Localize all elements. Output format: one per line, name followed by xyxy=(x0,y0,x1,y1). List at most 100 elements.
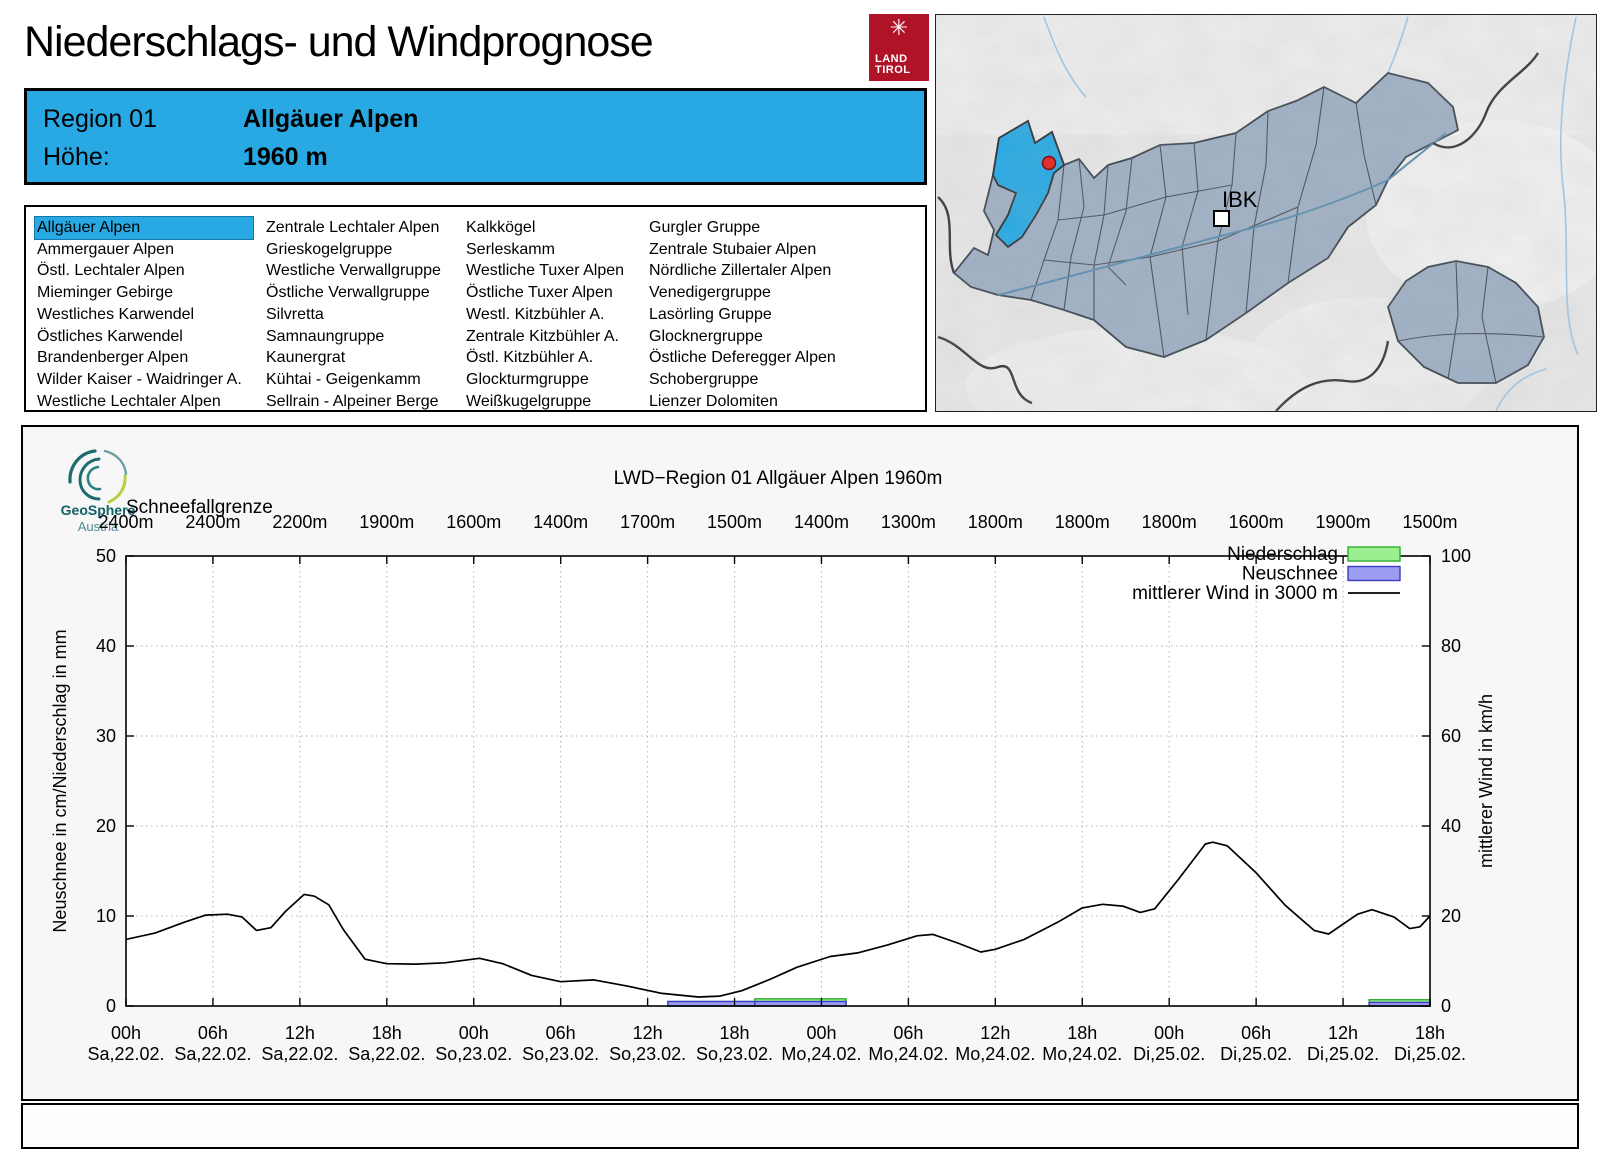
snowline-value: 1800m xyxy=(968,512,1023,532)
x-tick-date: Di,25.02. xyxy=(1133,1044,1205,1064)
region-list-item[interactable]: Gurgler Gruppe xyxy=(649,219,761,236)
region-list-item[interactable]: Ammergauer Alpen xyxy=(37,240,174,258)
region-list-item[interactable]: Westliche Verwallgruppe xyxy=(266,262,441,280)
y-tick-right: 20 xyxy=(1441,906,1461,926)
region-list-column: Kalkkögel Serleskamm Westliche Tuxer Alpen… xyxy=(464,217,626,412)
region-list-item[interactable]: Brandenberger Alpen xyxy=(37,349,189,367)
x-tick-date: Di,25.02. xyxy=(1220,1044,1292,1064)
snowline-value: 1900m xyxy=(1316,512,1371,532)
x-tick-date: So,23.02. xyxy=(435,1044,512,1064)
x-tick-date: Sa,22.02. xyxy=(348,1044,425,1064)
x-tick-hour: 00h xyxy=(111,1023,141,1043)
x-tick-hour: 12h xyxy=(1328,1023,1358,1043)
land-tirol-logo: ✳ LAND TIROL xyxy=(869,14,929,81)
region-list-item[interactable]: Zentrale Kitzbühler A. xyxy=(466,327,619,345)
region-list-item[interactable]: Glockturmgruppe xyxy=(466,370,589,388)
y-tick-right: 0 xyxy=(1441,996,1451,1016)
x-tick-hour: 18h xyxy=(1067,1023,1097,1043)
x-tick-date: Di,25.02. xyxy=(1394,1044,1466,1064)
region-list-item-selected[interactable]: Allgäuer Alpen xyxy=(34,216,254,240)
snowline-label: Schneefallgrenze xyxy=(126,497,273,518)
x-tick-date: Sa,22.02. xyxy=(87,1044,164,1064)
x-tick-hour: 06h xyxy=(893,1023,923,1043)
y-tick-right: 80 xyxy=(1441,636,1461,656)
legend-label: mittlerer Wind in 3000 m xyxy=(1132,583,1338,604)
region-list-item[interactable]: Westliches Karwendel xyxy=(37,305,195,323)
snowline-value: 1500m xyxy=(1402,512,1457,532)
region-list-item[interactable]: Lasörling Gruppe xyxy=(649,305,772,323)
legend-swatch-niederschlag xyxy=(1347,546,1401,562)
region-list-item[interactable]: Serleskamm xyxy=(466,240,555,258)
region-list-item[interactable]: Östl. Kitzbühler A. xyxy=(466,349,594,367)
footer-box xyxy=(21,1103,1579,1149)
region-list-item[interactable]: Kalkkögel xyxy=(466,219,536,236)
region-list-item[interactable]: Mieminger Gebirge xyxy=(37,284,174,302)
region-list-item[interactable]: Zentrale Stubaier Alpen xyxy=(649,240,817,258)
region-list-item[interactable]: Westl. Kitzbühler A. xyxy=(466,305,605,323)
region-list-item[interactable]: Östliches Karwendel xyxy=(37,327,183,345)
plot-border xyxy=(125,555,1431,1007)
region-list-item[interactable]: Westliche Tuxer Alpen xyxy=(466,262,625,280)
snowline-value: 1500m xyxy=(707,512,762,532)
snowline-value: 2400m xyxy=(98,512,153,532)
x-tick-date: So,23.02. xyxy=(609,1044,686,1064)
ibk-city-label: IBK xyxy=(1222,187,1258,212)
geosphere-sub-text: Austria xyxy=(78,519,119,534)
region-number-label: Region 01 xyxy=(43,105,157,133)
x-tick-hour: 12h xyxy=(285,1023,315,1043)
region-list-item[interactable]: Westliche Lechtaler Alpen xyxy=(37,392,221,410)
tirol-overview-map[interactable]: IBK xyxy=(935,14,1597,412)
forecast-chart-panel: GeoSphere Austria 2400m 00h Sa,22.02. 2400m… xyxy=(21,425,1579,1101)
x-tick-date: Sa,22.02. xyxy=(261,1044,338,1064)
y-axis-label-left: Neuschnee in cm/Niederschlag in mm xyxy=(50,629,70,932)
region-list-item[interactable]: Weißkugelgruppe xyxy=(466,392,592,410)
x-tick-date: So,23.02. xyxy=(522,1044,599,1064)
snowline-value: 1300m xyxy=(881,512,936,532)
snowline-value: 1900m xyxy=(359,512,414,532)
selected-region-marker xyxy=(1041,155,1057,171)
region-list-item[interactable]: Östliche Deferegger Alpen xyxy=(649,349,836,367)
land-tirol-logo-text: LAND TIROL xyxy=(875,54,911,76)
region-list-item[interactable]: Zentrale Lechtaler Alpen xyxy=(266,219,440,236)
snowline-value: 1800m xyxy=(1142,512,1197,532)
region-list-column: Gurgler Gruppe Zentrale Stubaier Alpen Nör… xyxy=(647,217,838,412)
region-list-item[interactable]: Kühtai - Geigenkamm xyxy=(266,370,421,388)
y-tick-left: 20 xyxy=(96,816,116,836)
y-tick-right: 40 xyxy=(1441,816,1461,836)
region-list-item[interactable]: Grieskogelgruppe xyxy=(266,240,393,258)
y-tick-left: 50 xyxy=(96,546,116,566)
logo-line1: LAND xyxy=(875,53,908,65)
region-list-item[interactable]: Östliche Tuxer Alpen xyxy=(466,284,613,302)
y-tick-right: 100 xyxy=(1441,546,1471,566)
region-list: Allgäuer Alpen Ammergauer Alpen Östl. Lech… xyxy=(24,205,927,412)
snowline-value: 1400m xyxy=(533,512,588,532)
region-list-item[interactable]: Östliche Verwallgruppe xyxy=(266,284,430,302)
x-tick-hour: 00h xyxy=(806,1023,836,1043)
legend-label: Niederschlag xyxy=(1227,544,1338,565)
region-list-item[interactable]: Lienzer Dolomiten xyxy=(649,392,778,410)
geosphere-logo: GeoSphere Austria xyxy=(61,449,136,534)
region-list-item[interactable]: Glocknergruppe xyxy=(649,327,763,345)
y-tick-left: 40 xyxy=(96,636,116,656)
region-list-item[interactable]: Samnaungruppe xyxy=(266,327,385,345)
x-tick-date: Sa,22.02. xyxy=(174,1044,251,1064)
snowline-value: 2400m xyxy=(185,512,240,532)
region-list-item[interactable]: Sellrain - Alpeiner Berge xyxy=(266,392,439,410)
x-tick-hour: 06h xyxy=(198,1023,228,1043)
y-tick-left: 30 xyxy=(96,726,116,746)
region-list-item[interactable]: Venedigergruppe xyxy=(649,284,771,302)
tirol-eagle-icon: ✳ xyxy=(889,15,909,40)
region-list-item[interactable]: Kaunergrat xyxy=(266,349,346,367)
snowline-value: 1400m xyxy=(794,512,849,532)
region-list-item[interactable]: Silvretta xyxy=(266,305,324,323)
y-tick-right: 60 xyxy=(1441,726,1461,746)
snowline-value: 1600m xyxy=(446,512,501,532)
snowline-value: 2200m xyxy=(272,512,327,532)
x-tick-date: Mo,24.02. xyxy=(781,1044,861,1064)
region-list-item[interactable]: Nördliche Zillertaler Alpen xyxy=(649,262,832,280)
region-list-item[interactable]: Östl. Lechtaler Alpen xyxy=(37,262,185,280)
region-list-item[interactable]: Schobergruppe xyxy=(649,370,759,388)
region-list-item[interactable]: Wilder Kaiser - Waidringer A. xyxy=(37,370,242,388)
x-tick-hour: 18h xyxy=(720,1023,750,1043)
